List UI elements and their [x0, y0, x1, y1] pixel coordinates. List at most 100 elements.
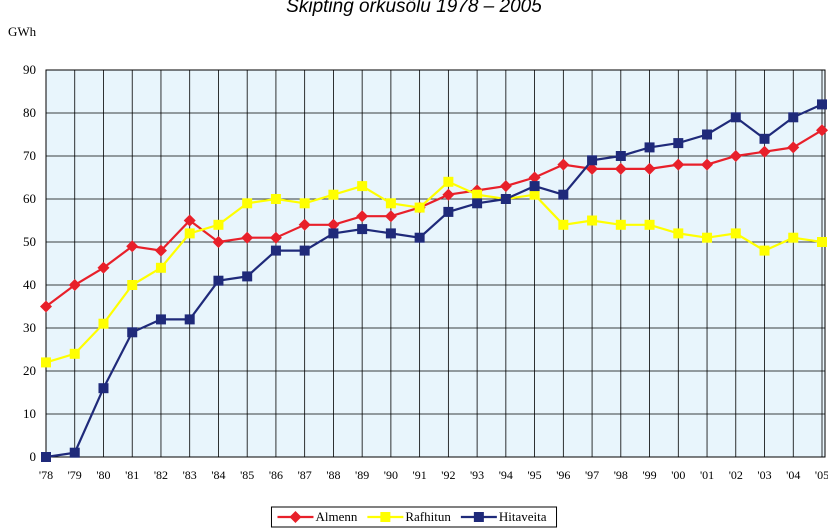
x-tick-label: '97 — [585, 468, 599, 482]
data-point — [357, 181, 368, 192]
data-point — [299, 245, 310, 256]
data-point — [68, 279, 81, 291]
data-point — [701, 158, 714, 171]
x-tick-label: '98 — [614, 468, 628, 482]
y-tick-label: 50 — [23, 234, 36, 249]
y-tick-label: 10 — [23, 406, 36, 421]
data-point — [644, 219, 655, 230]
data-point — [673, 138, 684, 149]
legend-marker — [473, 512, 484, 522]
data-point — [154, 244, 167, 257]
data-point — [443, 206, 454, 217]
legend-marker — [380, 512, 391, 522]
x-tick-label: '80 — [96, 468, 110, 482]
legend: Almenn Rafhitun Hitaveita — [270, 506, 558, 528]
data-point — [327, 218, 340, 231]
data-point — [97, 261, 110, 274]
data-point — [212, 236, 225, 248]
data-point — [702, 232, 713, 243]
y-tick-label: 90 — [23, 62, 36, 77]
legend-label: Rafhitun — [405, 509, 451, 524]
chart-title: Skipting orkusölu 1978 – 2005 — [286, 0, 542, 17]
x-tick-label: '96 — [556, 468, 570, 482]
x-tick-label: '90 — [384, 468, 398, 482]
x-tick-label: '88 — [326, 468, 340, 482]
x-tick-label: '95 — [528, 468, 542, 482]
legend-box — [270, 506, 558, 528]
x-tick-label: '78 — [39, 468, 53, 482]
data-point — [356, 210, 369, 223]
x-tick-label: '89 — [355, 468, 369, 482]
y-tick-label: 40 — [23, 277, 36, 292]
data-point — [269, 231, 282, 244]
data-point — [586, 162, 599, 175]
data-point — [155, 314, 166, 325]
data-point — [557, 158, 570, 171]
data-point — [529, 181, 540, 192]
data-point — [817, 99, 827, 110]
data-point — [442, 188, 455, 201]
data-point — [385, 198, 396, 209]
data-point — [643, 162, 656, 175]
legend-label: Almenn — [315, 509, 357, 524]
x-tick-label: '99 — [642, 468, 656, 482]
x-tick-label: '81 — [125, 468, 139, 482]
x-tick-label: '91 — [413, 468, 427, 482]
series-line — [45, 180, 823, 364]
data-point — [759, 133, 770, 144]
data-point — [500, 194, 511, 204]
y-tick-label: 70 — [23, 148, 36, 163]
data-point — [242, 271, 253, 282]
data-point — [299, 198, 310, 209]
data-point — [270, 245, 281, 256]
data-point — [528, 171, 541, 184]
y-tick-label: 80 — [23, 105, 36, 120]
data-point — [41, 452, 51, 462]
data-point — [98, 383, 109, 394]
data-point — [615, 151, 626, 161]
data-point — [558, 219, 569, 230]
y-axis-label: GWh — [8, 24, 37, 39]
x-tick-label: '93 — [470, 468, 484, 482]
data-point — [729, 150, 742, 162]
data-point — [759, 245, 770, 256]
x-tick-label: '05 — [815, 468, 828, 482]
data-point — [615, 219, 626, 230]
data-point — [242, 198, 253, 209]
data-point — [270, 194, 281, 204]
data-point — [213, 275, 224, 286]
data-point — [472, 198, 483, 209]
x-tick-label: '79 — [68, 468, 82, 482]
y-tick-label: 20 — [23, 363, 36, 378]
x-tick-label: '87 — [298, 468, 312, 482]
data-point — [414, 202, 425, 213]
data-point — [558, 189, 569, 200]
data-point — [184, 228, 195, 239]
data-point — [127, 280, 138, 290]
x-tick-label: '82 — [154, 468, 168, 482]
data-point — [443, 176, 454, 187]
data-point — [183, 214, 196, 227]
data-point — [213, 219, 224, 230]
data-point — [816, 124, 828, 137]
x-tick-label: '04 — [786, 468, 800, 482]
legend-marker — [289, 511, 302, 523]
data-point — [184, 314, 195, 325]
data-point — [385, 228, 396, 239]
x-tick-label: '83 — [183, 468, 197, 482]
data-point — [758, 145, 771, 158]
data-point — [414, 232, 425, 243]
x-tick-label: '92 — [441, 468, 455, 482]
x-tick-label: '85 — [240, 468, 254, 482]
data-point — [644, 142, 655, 153]
x-tick-label: '00 — [671, 468, 685, 482]
data-point — [817, 237, 827, 247]
data-point — [788, 232, 799, 243]
data-point — [587, 155, 598, 166]
data-point — [357, 224, 368, 235]
data-point — [328, 189, 339, 200]
data-point — [69, 348, 80, 359]
x-tick-label: '84 — [211, 468, 225, 482]
data-point — [702, 129, 713, 140]
data-point — [673, 228, 684, 239]
